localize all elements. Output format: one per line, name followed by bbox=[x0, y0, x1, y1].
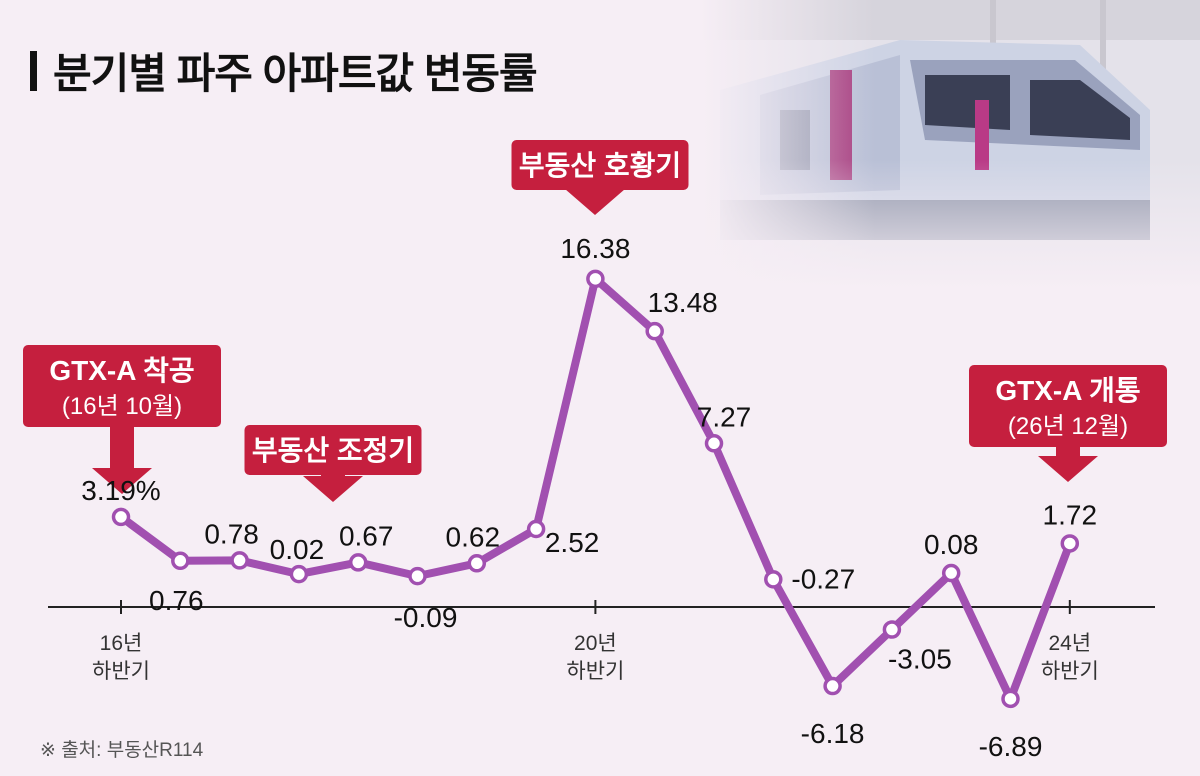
data-point bbox=[408, 566, 427, 586]
data-point bbox=[882, 620, 902, 639]
data-label: 3.19% bbox=[81, 475, 160, 506]
data-label: 1.72 bbox=[1043, 499, 1098, 530]
x-tick-label: 하반기 bbox=[566, 660, 624, 683]
callout-text: GTX-A 착공 bbox=[49, 355, 194, 386]
data-point bbox=[941, 563, 961, 583]
title-accent-bar bbox=[30, 50, 37, 91]
data-point bbox=[1060, 534, 1080, 553]
callout-arrow-stem bbox=[321, 474, 345, 477]
page-title: 분기별 파주 아파트값 변동률 bbox=[53, 50, 538, 97]
callout-text: 부동산 조정기 bbox=[252, 435, 414, 466]
data-label: 0.67 bbox=[339, 520, 394, 551]
train-photo bbox=[700, 0, 1200, 290]
data-point bbox=[1001, 689, 1020, 709]
data-point bbox=[348, 553, 368, 572]
data-point bbox=[171, 551, 190, 571]
data-label: 0.62 bbox=[446, 521, 501, 552]
data-point bbox=[586, 269, 605, 289]
data-point bbox=[823, 676, 842, 696]
data-point bbox=[467, 554, 487, 573]
callout-box bbox=[244, 425, 422, 475]
x-tick-label: 하반기 bbox=[1041, 660, 1099, 683]
data-labels: 3.19% 0.76 0.78 0.02 0.67 -0.09 0.62 2.52 16.38 1… bbox=[81, 233, 1097, 762]
callout-text: 부동산 호황기 bbox=[519, 150, 681, 181]
annotations: GTX-A 착공 (16년 10월) 부동산 조정기 부동산 호황기 GTX-A 개통 (… bbox=[23, 140, 1167, 502]
chart-title: 분기별 파주 아파트값 변동률 bbox=[30, 40, 538, 101]
data-label: -6.18 bbox=[801, 718, 865, 749]
data-points bbox=[111, 269, 1080, 709]
callout-arrow-head bbox=[92, 468, 152, 494]
x-tick-label: 하반기 bbox=[92, 660, 150, 683]
data-label: -0.27 bbox=[791, 563, 855, 594]
data-point bbox=[645, 321, 664, 341]
data-point bbox=[289, 564, 309, 584]
callout-text: (16년 10월) bbox=[62, 393, 182, 420]
data-label: -0.09 bbox=[394, 602, 458, 633]
x-tick-label: 16년 bbox=[100, 632, 143, 655]
callout-arrow-head bbox=[565, 189, 625, 215]
data-label: 13.48 bbox=[648, 287, 718, 318]
callout-text: (26년 12월) bbox=[1008, 413, 1128, 440]
data-point bbox=[111, 507, 131, 527]
x-tick-label: 20년 bbox=[574, 632, 617, 655]
data-label: 0.76 bbox=[149, 585, 204, 616]
data-point bbox=[764, 570, 783, 589]
data-label: 0.08 bbox=[924, 529, 979, 560]
data-label: 2.52 bbox=[545, 527, 600, 558]
data-label: 7.27 bbox=[697, 401, 752, 432]
data-label: -6.89 bbox=[979, 731, 1043, 762]
callout-arrow-stem bbox=[1056, 446, 1080, 457]
source-note: ※ 출처: 부동산R114 bbox=[40, 740, 204, 761]
callout-arrow-stem bbox=[110, 426, 134, 469]
callout-arrow-head bbox=[303, 476, 363, 502]
data-label: -3.05 bbox=[888, 644, 952, 675]
callout-box bbox=[511, 140, 689, 190]
callout-text: GTX-A 개통 bbox=[995, 375, 1140, 406]
callout-box bbox=[969, 365, 1167, 447]
data-label: 16.38 bbox=[560, 233, 630, 264]
callout-arrow-head bbox=[1038, 456, 1098, 482]
data-label: 0.78 bbox=[204, 518, 259, 549]
data-point bbox=[704, 434, 724, 453]
data-point bbox=[526, 519, 546, 539]
x-tick-label: 24년 bbox=[1048, 632, 1091, 655]
callout-box bbox=[23, 345, 221, 427]
data-label: 0.02 bbox=[270, 534, 325, 565]
data-point bbox=[230, 551, 249, 570]
